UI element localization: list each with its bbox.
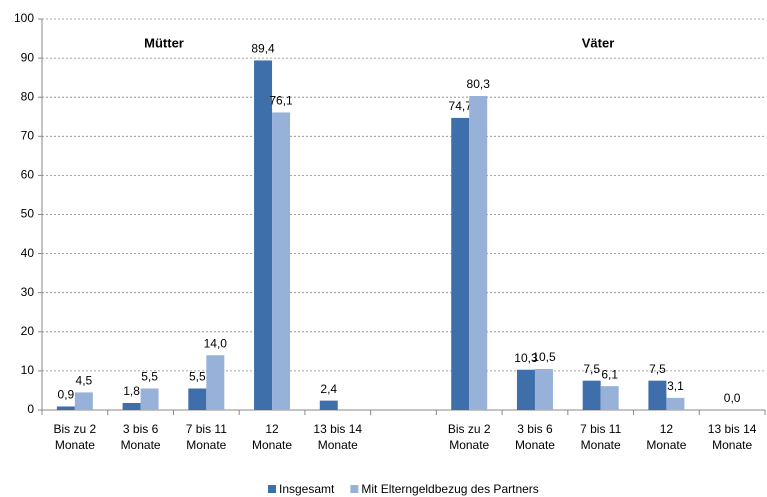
x-tick-label-line: 7 bis 11 [186,422,227,436]
bar [469,96,488,410]
bar [582,380,601,410]
x-tick-label-line: Bis zu 2 [54,422,97,436]
value-label: 1,8 [123,384,140,398]
value-label: 14,0 [204,336,228,350]
y-tick-label: 20 [21,324,35,338]
bar [272,112,291,410]
x-tick-label: 12 Monate [252,422,292,452]
x-tick-label-line: 13 bis 14 [313,422,362,436]
x-tick-label-line: Monate [55,438,95,452]
bar [188,388,207,410]
x-tick-label: Bis zu 2 Monate [448,422,491,452]
y-tick-label: 10 [21,363,35,377]
y-tick-label: 40 [21,246,35,260]
x-tick-label-line: Monate [646,438,686,452]
x-tick-label-line: Monate [318,438,358,452]
x-tick-label-line: Monate [449,438,489,452]
legend-label: Mit Elterngeldbezug des Partners [361,482,538,496]
value-label: 76,1 [269,94,293,108]
y-tick-label: 0 [27,402,34,416]
y-tick-label: 30 [21,285,35,299]
bar [666,397,685,410]
value-label: 80,3 [467,77,491,91]
legend-swatch [268,485,276,493]
y-tick-label: 70 [21,128,35,142]
bar [254,60,273,411]
y-tick-label: 90 [21,50,35,64]
x-tick-label: 13 bis 14 Monate [313,422,362,452]
x-tick-label-line: Bis zu 2 [448,422,491,436]
bar [140,388,159,410]
x-tick-label: 12 Monate [646,422,686,452]
y-tick-label: 100 [14,11,34,25]
y-tick-label: 80 [21,89,35,103]
bar [648,380,667,410]
x-tick-label-line: Monate [581,438,621,452]
x-tick-label-line: Monate [252,438,292,452]
value-label: 3,1 [667,379,684,393]
x-tick-label-line: Monate [121,438,161,452]
x-tick-label-line: 3 bis 6 [517,422,553,436]
x-tick-label-line: Monate [515,438,555,452]
x-tick-label-line: Monate [186,438,226,452]
annotation: Väter [582,35,615,50]
value-label: 4,5 [76,374,93,388]
x-tick-label: Bis zu 2 Monate [54,422,97,452]
value-label: 7,5 [583,362,600,376]
y-tick-label: 50 [21,207,35,221]
x-tick-label: 13 bis 14 Monate [708,422,757,452]
bar [600,386,619,410]
bar [534,368,553,410]
value-label: 6,1 [601,367,618,381]
x-tick-label-line: 12 [660,422,674,436]
bar [206,355,225,410]
value-label: 7,5 [649,362,666,376]
x-tick-label-line: 12 [265,422,279,436]
value-label: 74,7 [449,99,473,113]
bar [122,402,141,410]
value-label: 0,0 [724,391,741,405]
value-label: 0,9 [58,388,75,402]
bar [74,392,93,410]
bar [516,369,535,410]
annotation: Mütter [144,35,184,50]
x-tick-label: 7 bis 11 Monate [580,422,621,452]
bar [451,117,470,410]
legend-label: Insgesamt [279,482,335,496]
value-label: 10,5 [532,350,556,364]
legend-swatch [350,485,359,493]
value-label: 2,4 [320,382,337,396]
value-label: 10,3 [514,351,538,365]
x-tick-label-line: 13 bis 14 [708,422,757,436]
value-label: 5,5 [141,370,158,384]
bar [319,400,338,410]
x-tick-label-line: Monate [712,438,752,452]
value-label: 89,4 [251,42,275,56]
x-tick-label-line: 7 bis 11 [580,422,621,436]
y-tick-label: 60 [21,168,35,182]
x-tick-label-line: 3 bis 6 [123,422,159,436]
value-label: 5,5 [189,370,206,384]
x-tick-label: 7 bis 11 Monate [186,422,227,452]
bar [56,406,75,410]
x-tick-label: 3 bis 6 Monate [515,422,555,452]
x-tick-label: 3 bis 6 Monate [121,422,161,452]
